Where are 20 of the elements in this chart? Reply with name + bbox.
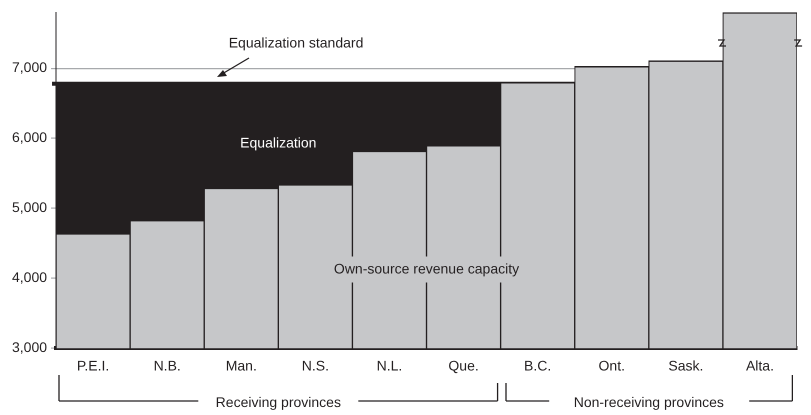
y-tick-label: 6,000 bbox=[12, 129, 48, 146]
x-tick-label: Man. bbox=[226, 357, 257, 374]
x-tick-label: B.C. bbox=[524, 357, 552, 374]
x-tick-label: Alta. bbox=[746, 357, 774, 374]
x-tick-label: P.E.I. bbox=[76, 357, 110, 374]
text: Non-receiving provinces bbox=[574, 394, 724, 410]
band-label: Equalization bbox=[240, 134, 316, 150]
y-tick-label: 3,000 bbox=[12, 339, 48, 356]
ref-line-label: Equalization standard bbox=[228, 34, 364, 51]
x-tick-label: Ont. bbox=[598, 357, 625, 374]
x-tick-label: Sask. bbox=[668, 357, 704, 374]
x-tick-label: N.L. bbox=[376, 357, 402, 374]
series-label: Own-source revenue capacity bbox=[334, 260, 520, 276]
x-tick-label: N.S. bbox=[302, 357, 329, 374]
x-tick-label: N.B. bbox=[154, 357, 181, 374]
y-tick-label: 5,000 bbox=[12, 199, 48, 216]
y-tick-label: 4,000 bbox=[12, 269, 48, 286]
x-tick-label: Que. bbox=[448, 357, 479, 374]
y-tick-label: 7,000 bbox=[12, 59, 48, 76]
text: Receiving provinces bbox=[216, 394, 341, 410]
